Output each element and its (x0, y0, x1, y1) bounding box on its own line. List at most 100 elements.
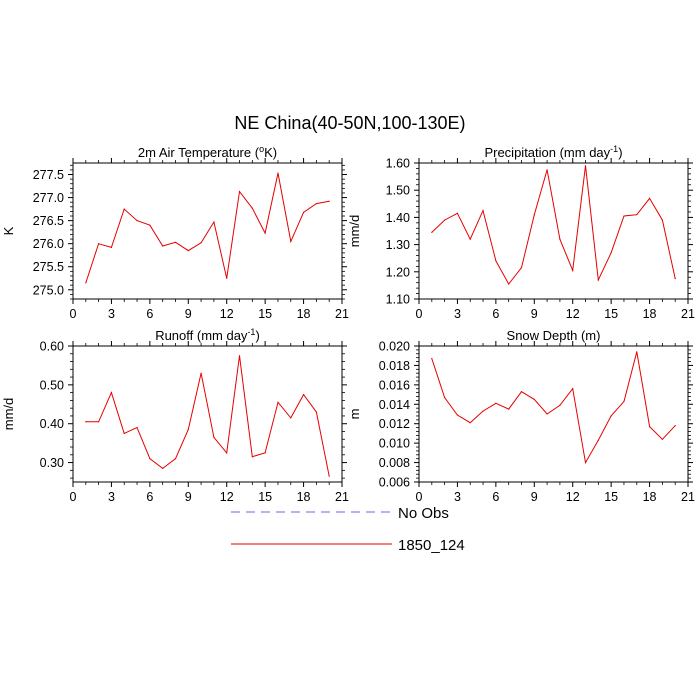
data-point (85, 282, 87, 284)
data-point (508, 408, 510, 410)
plot-frame (72, 345, 343, 483)
y-tick-label: 275.0 (33, 283, 64, 297)
y-tick-label: 0.008 (379, 456, 410, 470)
plot-frame (418, 162, 689, 300)
data-point (98, 243, 100, 245)
series-line (431, 165, 676, 285)
data-point (213, 436, 215, 438)
data-point (508, 283, 510, 285)
data-point (482, 210, 484, 212)
x-tick-label: 12 (566, 490, 580, 504)
series-line (85, 172, 330, 284)
data-point (264, 232, 266, 234)
y-tick-label: 0.50 (40, 378, 64, 392)
data-point (315, 202, 317, 205)
data-point (495, 402, 497, 404)
data-point (200, 372, 202, 374)
data-point (636, 214, 638, 216)
panel-title: Snow Depth (m) (507, 328, 601, 343)
data-point (610, 252, 612, 254)
data-point (174, 458, 177, 460)
legend: No Obs 1850_124 (231, 505, 465, 554)
x-tick-label: 6 (492, 490, 499, 504)
data-point (636, 351, 638, 353)
x-tick-label: 21 (335, 307, 349, 321)
data-point (277, 172, 279, 174)
x-tick-label: 3 (108, 490, 115, 504)
y-tick-label: 1.10 (386, 293, 410, 307)
x-tick-label: 12 (220, 490, 234, 504)
data-point (251, 456, 253, 458)
data-point (533, 214, 535, 216)
data-point (674, 278, 676, 280)
x-tick-label: 0 (416, 490, 423, 504)
x-tick-label: 3 (454, 307, 461, 321)
data-point (444, 219, 446, 221)
y-axis-label: mm/d (1, 398, 16, 431)
data-point (495, 260, 497, 262)
x-tick-label: 21 (335, 490, 349, 504)
y-tick-label: 0.40 (40, 417, 64, 431)
x-tick-label: 0 (70, 307, 77, 321)
data-point (315, 411, 317, 413)
panel-0: 2m Air Temperature (oK) 0 3 6 9 12 15 18 21 275.0… (1, 144, 349, 321)
data-point (123, 208, 125, 210)
data-point (482, 410, 484, 412)
y-tick-label: 0.016 (379, 378, 410, 392)
y-tick-label: 0.014 (379, 398, 410, 412)
panel-title: Runoff (mm day-1) (155, 327, 260, 343)
data-point (123, 432, 125, 435)
data-point (610, 415, 612, 417)
x-tick-label: 18 (297, 307, 311, 321)
data-point (661, 219, 663, 221)
data-point (623, 400, 625, 402)
data-point (520, 391, 523, 393)
data-point (187, 249, 189, 252)
series-line (431, 351, 676, 465)
plot-frame (72, 162, 343, 300)
data-point (559, 238, 561, 240)
y-tick-label: 1.30 (386, 238, 410, 252)
data-point (85, 421, 87, 423)
data-point (648, 197, 651, 199)
data-point (520, 267, 523, 269)
panel-3: Snow Depth (m) 0 3 6 9 12 15 18 21 0.006 0.008 0.01… (347, 328, 695, 504)
y-tick-label: 0.012 (379, 417, 410, 431)
panel-2: Runoff (mm day-1) 0 3 6 9 12 15 18 21 0.30 0.40 0.5… (1, 327, 349, 504)
x-tick-label: 12 (566, 307, 580, 321)
y-tick-label: 1.20 (386, 265, 410, 279)
x-tick-label: 9 (531, 307, 538, 321)
y-tick-label: 277.5 (33, 168, 64, 182)
x-tick-label: 15 (604, 490, 618, 504)
x-tick-label: 9 (185, 307, 192, 321)
data-point (546, 169, 548, 171)
data-point (174, 241, 177, 243)
data-point (469, 238, 471, 240)
data-point (302, 393, 305, 396)
x-tick-label: 15 (258, 490, 272, 504)
panel-title: Precipitation (mm day-1) (484, 144, 622, 160)
x-tick-label: 0 (70, 490, 77, 504)
data-point (98, 421, 100, 423)
data-point (200, 242, 202, 244)
data-point (469, 422, 471, 424)
plot-frame (418, 345, 689, 483)
data-point (302, 211, 305, 213)
data-point (226, 452, 228, 454)
data-point (264, 452, 266, 454)
x-tick-label: 3 (454, 490, 461, 504)
data-point (328, 475, 330, 477)
data-point (328, 200, 330, 202)
data-point (162, 245, 164, 247)
x-tick-label: 9 (185, 490, 192, 504)
y-tick-label: 1.50 (386, 184, 410, 198)
data-point (584, 461, 587, 464)
x-tick-label: 6 (492, 307, 499, 321)
data-point (597, 279, 599, 281)
series-line (85, 355, 330, 477)
data-point (584, 165, 587, 167)
x-tick-label: 18 (297, 490, 311, 504)
x-tick-label: 9 (531, 490, 538, 504)
data-point (559, 404, 561, 406)
